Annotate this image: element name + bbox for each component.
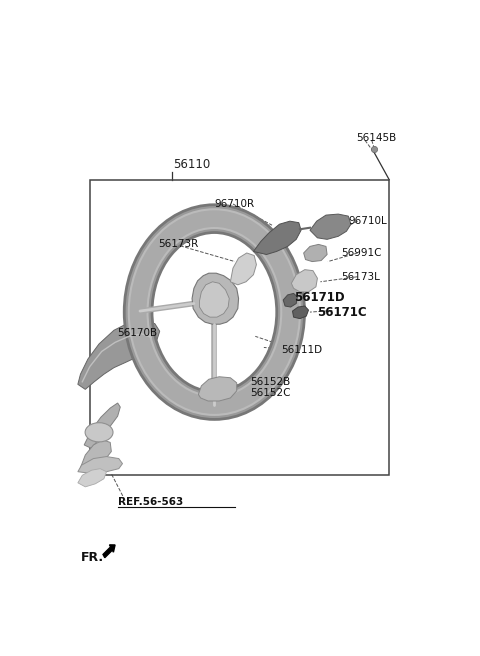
- Polygon shape: [304, 245, 327, 262]
- Polygon shape: [78, 320, 160, 390]
- Polygon shape: [230, 253, 256, 285]
- Polygon shape: [198, 377, 237, 401]
- Bar: [90, 180, 389, 475]
- Polygon shape: [292, 306, 309, 319]
- Ellipse shape: [85, 422, 113, 442]
- Text: 56171D: 56171D: [294, 291, 345, 304]
- Text: REF.56-563: REF.56-563: [118, 497, 183, 507]
- Text: 56110: 56110: [173, 157, 211, 171]
- Text: FR.: FR.: [81, 551, 104, 564]
- Polygon shape: [78, 468, 107, 487]
- Polygon shape: [253, 221, 301, 255]
- Polygon shape: [310, 214, 351, 239]
- Text: 56170B: 56170B: [118, 328, 158, 338]
- Text: 56173L: 56173L: [341, 272, 380, 281]
- Text: 56152C: 56152C: [250, 388, 290, 398]
- Text: 56111D: 56111D: [281, 346, 323, 356]
- Text: 56171C: 56171C: [317, 306, 366, 319]
- Polygon shape: [291, 270, 317, 292]
- Text: 56173R: 56173R: [158, 239, 199, 249]
- Text: 96710R: 96710R: [215, 199, 254, 209]
- Polygon shape: [78, 457, 122, 474]
- Polygon shape: [200, 282, 229, 317]
- Polygon shape: [81, 440, 111, 473]
- FancyArrow shape: [103, 545, 115, 558]
- Polygon shape: [192, 273, 239, 324]
- Text: 56152B: 56152B: [250, 377, 290, 387]
- Text: 56991C: 56991C: [341, 248, 381, 258]
- Text: 96710L: 96710L: [348, 216, 387, 226]
- Polygon shape: [84, 403, 120, 449]
- Polygon shape: [283, 293, 297, 307]
- Text: 56145B: 56145B: [356, 133, 396, 143]
